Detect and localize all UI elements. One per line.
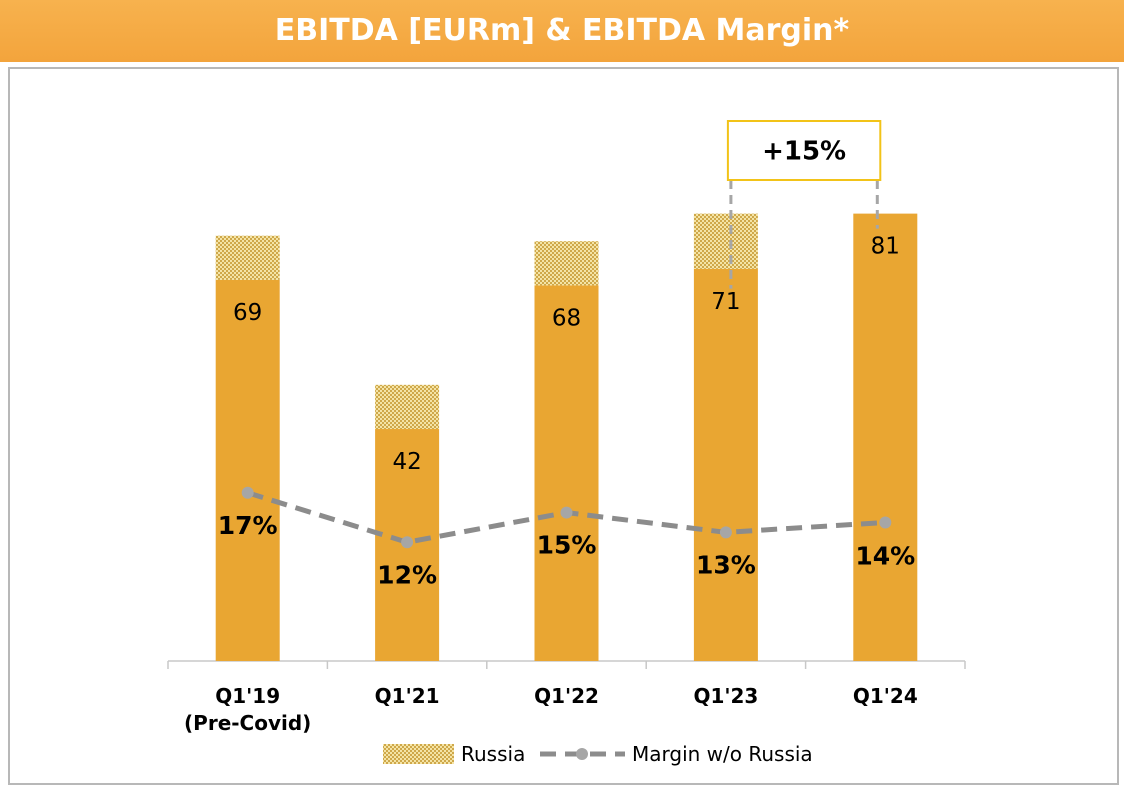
x-tick-label: Q1'24	[852, 684, 918, 708]
margin-label: 14%	[855, 541, 915, 570]
bar-segment	[853, 213, 918, 661]
legend-swatch-point	[576, 748, 588, 760]
margin-label: 13%	[696, 550, 756, 579]
chart-title: EBITDA [EURm] & EBITDA Margin*	[275, 13, 850, 48]
margin-point	[401, 536, 414, 549]
bar-value-label: 69	[233, 300, 262, 326]
bar-segment	[215, 235, 280, 280]
bar-segment	[693, 268, 758, 661]
annotation-box	[726, 120, 882, 181]
bar-segment	[693, 213, 758, 269]
bar-value-label: 68	[552, 305, 581, 331]
bar-segment	[215, 279, 280, 661]
x-tick-label: Q1'19 (Pre-Covid)	[184, 684, 312, 735]
x-tick-label: Q1'21	[374, 684, 440, 708]
x-tick-label: Q1'22	[534, 684, 599, 708]
legend-swatch	[383, 744, 454, 764]
bar-value-label: 42	[392, 449, 421, 475]
annotation-text: +15%	[762, 137, 846, 167]
bar-segment	[534, 285, 599, 661]
margin-point	[719, 526, 732, 539]
margin-label: 17%	[218, 511, 278, 540]
header-band	[0, 0, 1124, 62]
x-tick-label: Q1'23	[693, 684, 759, 708]
legend-label: Russia	[461, 742, 525, 766]
bar-value-label: 81	[871, 234, 900, 260]
margin-point	[879, 516, 892, 529]
margin-label: 15%	[537, 531, 597, 560]
bar-segment	[375, 384, 440, 430]
margin-point	[560, 506, 573, 519]
margin-label: 12%	[377, 560, 437, 589]
margin-point	[241, 486, 254, 499]
bar-segment	[534, 241, 599, 286]
legend-label: Margin w/o Russia	[632, 742, 813, 766]
bar-value-label: 71	[711, 289, 740, 315]
